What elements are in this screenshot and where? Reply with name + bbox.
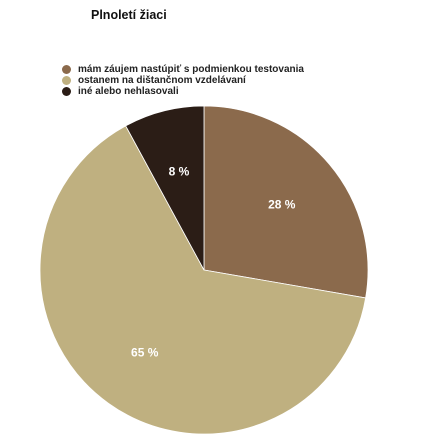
legend-label: mám záujem nastúpiť s podmienkou testova… bbox=[78, 64, 304, 75]
legend-item: iné alebo nehlasovali bbox=[62, 86, 304, 97]
slice-label: 8 % bbox=[169, 165, 190, 179]
pie-slice bbox=[39, 125, 367, 435]
chart-title: Plnoletí žiaci bbox=[91, 8, 167, 22]
legend-label: ostanem na dištančnom vzdelávaní bbox=[78, 75, 246, 86]
legend: mám záujem nastúpiť s podmienkou testova… bbox=[62, 64, 304, 97]
pie-slice bbox=[203, 105, 369, 299]
legend-item: ostanem na dištančnom vzdelávaní bbox=[62, 75, 304, 86]
legend-label: iné alebo nehlasovali bbox=[78, 86, 179, 97]
slice-label: 28 % bbox=[268, 198, 296, 212]
legend-swatch bbox=[62, 87, 71, 96]
pie-slice bbox=[125, 105, 205, 271]
legend-swatch bbox=[62, 65, 71, 74]
legend-swatch bbox=[62, 76, 71, 85]
slice-label: 65 % bbox=[131, 346, 159, 360]
legend-item: mám záujem nastúpiť s podmienkou testova… bbox=[62, 64, 304, 75]
